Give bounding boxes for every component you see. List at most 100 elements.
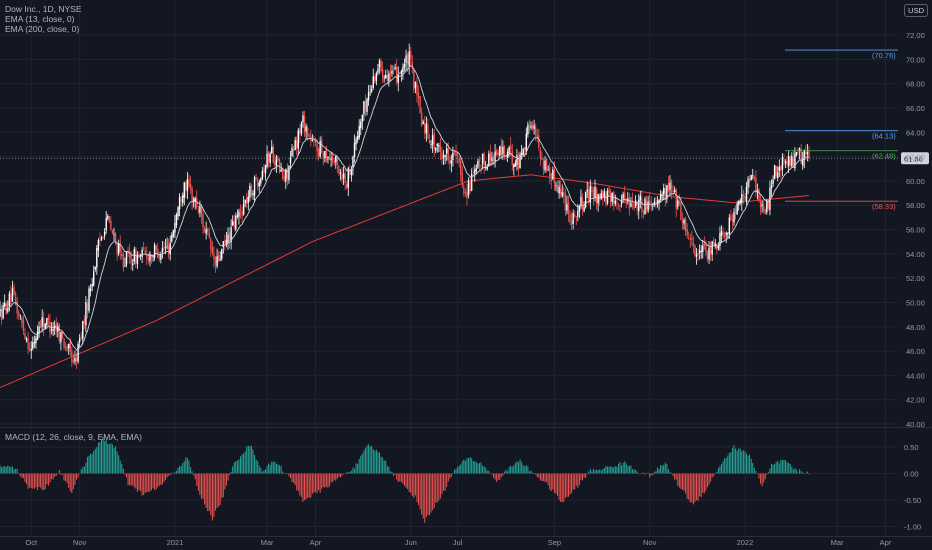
candle-body: [361, 115, 364, 122]
macd-bar: [152, 473, 154, 489]
candle-body: [608, 188, 610, 193]
macd-title[interactable]: MACD (12, 26, close, 9, EMA, EMA): [5, 432, 142, 442]
macd-bar: [714, 473, 716, 474]
macd-bar: [296, 473, 298, 491]
macd-bar: [52, 473, 54, 480]
candle-body: [196, 198, 198, 208]
macd-bar: [567, 473, 569, 497]
macd-bar: [697, 473, 699, 502]
candle-body: [395, 67, 398, 82]
macd-bar: [264, 469, 266, 474]
price-tick-label: 64.00: [906, 128, 925, 137]
candle: [358, 119, 360, 140]
candle-body: [169, 242, 171, 255]
macd-bar: [205, 473, 207, 508]
candle: [395, 59, 398, 86]
candle-body: [302, 115, 304, 123]
candle: [697, 249, 699, 261]
macd-bar: [457, 466, 459, 474]
macd-bar: [760, 473, 762, 484]
symbol-title[interactable]: Dow Inc., 1D, NYSE: [5, 4, 82, 14]
macd-bar: [149, 473, 151, 492]
candle: [24, 328, 26, 340]
macd-bar: [288, 473, 290, 477]
candle: [103, 228, 106, 240]
candle: [242, 195, 245, 216]
candle-body: [116, 243, 118, 255]
macd-bar: [27, 473, 29, 489]
candle: [464, 188, 467, 198]
macd-bar: [756, 473, 758, 474]
macd-bar: [538, 473, 540, 478]
macd-histogram: [0, 437, 810, 523]
y-axis[interactable]: 40.0042.0044.0046.0048.0050.0052.0054.00…: [904, 31, 925, 532]
candle-body: [708, 247, 710, 260]
candle: [575, 215, 577, 226]
candle-body: [392, 70, 395, 71]
macd-bar: [138, 473, 140, 490]
macd-bar: [436, 473, 438, 503]
macd-tick-label: -1.00: [904, 523, 921, 532]
macd-bar: [564, 473, 566, 498]
candle: [698, 244, 701, 260]
macd-bar: [254, 454, 256, 474]
macd-bar: [179, 465, 181, 474]
macd-bar: [196, 473, 198, 486]
candle: [794, 147, 796, 172]
macd-bar: [663, 464, 665, 474]
candle: [99, 232, 101, 247]
currency-badge[interactable]: USD: [904, 4, 928, 17]
candle: [272, 143, 275, 164]
candle: [264, 164, 267, 181]
macd-bar: [780, 459, 782, 474]
ema13-legend[interactable]: EMA (13, close, 0): [5, 14, 75, 24]
macd-bar: [644, 473, 646, 475]
candle-body: [149, 253, 151, 262]
macd-bar: [108, 444, 110, 474]
candle-body: [80, 336, 82, 339]
macd-bar: [325, 473, 327, 487]
last-price-badge[interactable]: [901, 152, 929, 165]
macd-bar: [474, 461, 476, 474]
candle: [641, 190, 643, 219]
candle: [172, 229, 175, 239]
candle-body: [702, 245, 704, 252]
macd-bar: [428, 473, 430, 516]
candle-body: [19, 315, 22, 317]
candle-body: [64, 346, 67, 349]
macd-bar: [26, 473, 28, 484]
macd-bar: [269, 464, 271, 474]
macd-bar: [96, 447, 98, 474]
macd-bar: [339, 473, 341, 478]
candle-body: [783, 159, 785, 162]
candle-body: [599, 193, 601, 201]
candle: [449, 155, 451, 170]
candle-body: [600, 193, 602, 199]
ema200-legend[interactable]: EMA (200, close, 0): [5, 24, 80, 34]
macd-bar: [463, 459, 465, 474]
candle: [377, 63, 379, 76]
candle-body: [285, 169, 287, 182]
candle: [164, 238, 167, 255]
candle-body: [489, 152, 492, 161]
macd-bar: [427, 473, 429, 515]
macd-bar: [93, 451, 95, 474]
candle: [269, 151, 271, 168]
macd-bar: [577, 473, 579, 488]
candle: [547, 165, 549, 171]
candle-body: [775, 165, 777, 177]
x-axis[interactable]: Oct Nov 2021 Mar Apr Jun Jul Sep Nov 2022 Mar Apr: [0, 536, 932, 548]
candle: [385, 69, 387, 79]
candle-body: [497, 152, 499, 156]
candle: [648, 192, 651, 209]
candle-body: [430, 143, 432, 145]
macd-bar: [630, 465, 632, 474]
candle: [63, 338, 65, 350]
macd-bar: [674, 473, 676, 480]
candle: [664, 183, 667, 207]
candle: [182, 192, 184, 207]
candle: [247, 190, 250, 211]
candle: [772, 175, 774, 187]
macd-bar: [466, 458, 468, 474]
